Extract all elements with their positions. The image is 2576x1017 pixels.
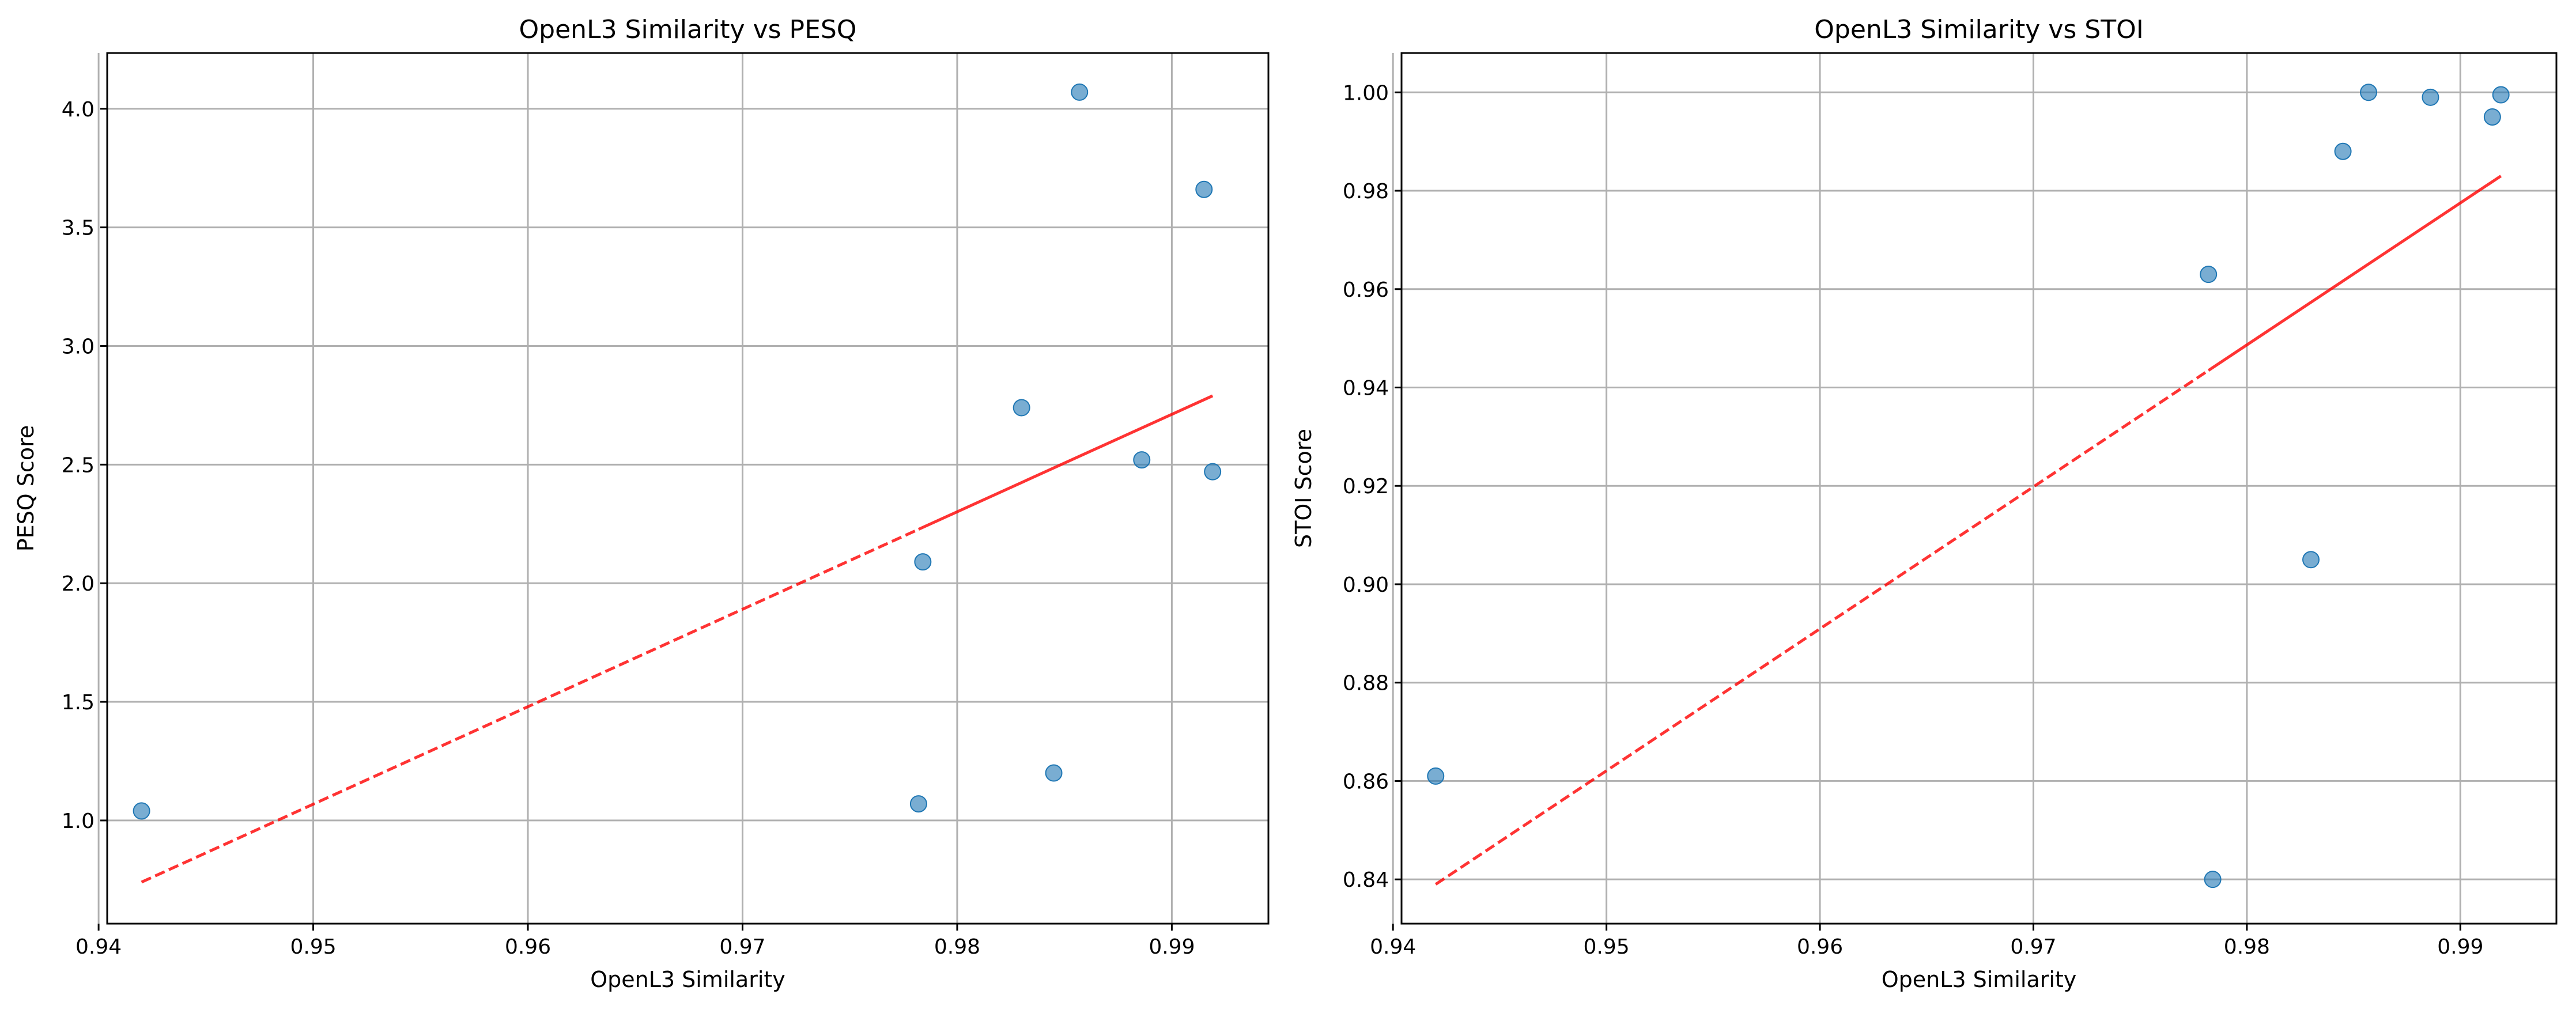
scatter-point — [914, 553, 932, 571]
x-tick-label: 0.99 — [1149, 935, 1195, 959]
scatter-point — [2204, 871, 2222, 889]
x-tick-label: 0.95 — [1584, 935, 1630, 959]
x-tick-label: 0.98 — [2224, 935, 2270, 959]
scatter-point — [2492, 86, 2510, 104]
scatter-point — [909, 795, 927, 813]
x-tick-label: 0.96 — [1797, 935, 1843, 959]
trend-line-solid — [917, 394, 1214, 531]
x-tick-label: 0.97 — [719, 935, 765, 959]
scatter-point — [1071, 83, 1089, 101]
scatter-point — [2483, 108, 2501, 126]
x-axis-label: OpenL3 Similarity — [1882, 967, 2077, 992]
y-tick-label: 0.88 — [1343, 672, 1389, 695]
scatter-point — [2200, 266, 2218, 283]
scatter-point — [1195, 180, 1213, 198]
y-tick-label: 0.94 — [1343, 376, 1389, 400]
scatter-point — [133, 802, 150, 820]
scatter-point — [1045, 764, 1063, 782]
chart-title: OpenL3 Similarity vs STOI — [1814, 15, 2143, 44]
x-tick-label: 0.98 — [934, 935, 980, 959]
scatter-point — [2334, 142, 2352, 160]
trend-line-dashed — [1434, 369, 2209, 886]
scatter-point — [2360, 84, 2378, 101]
y-tick-label: 1.00 — [1343, 81, 1389, 105]
y-tick-label: 0.92 — [1343, 475, 1389, 498]
y-tick-label: 2.5 — [62, 453, 95, 477]
y-tick-label: 0.98 — [1343, 180, 1389, 203]
y-tick-label: 1.5 — [62, 691, 95, 714]
y-axis-label: STOI Score — [1291, 429, 1316, 548]
y-tick-label: 4.0 — [62, 98, 95, 122]
axes-frame — [1400, 52, 2558, 925]
scatter-point — [1133, 451, 1151, 469]
scatter-point — [2422, 88, 2439, 106]
y-tick-label: 0.84 — [1343, 868, 1389, 892]
y-tick-label: 0.96 — [1343, 278, 1389, 302]
x-tick-label: 0.99 — [2437, 935, 2483, 959]
axes-frame — [106, 52, 1270, 925]
scatter-point — [1013, 399, 1030, 417]
y-axis-label: PESQ Score — [13, 425, 39, 551]
scatter-point — [2302, 551, 2320, 569]
x-tick-label: 0.94 — [1370, 935, 1416, 959]
scatter-point — [1204, 463, 1222, 481]
y-tick-label: 0.90 — [1343, 573, 1389, 597]
trend-line-solid — [2207, 175, 2502, 372]
x-axis-label: OpenL3 Similarity — [590, 967, 785, 992]
y-tick-label: 3.5 — [62, 217, 95, 240]
chart-title: OpenL3 Similarity vs PESQ — [519, 15, 857, 44]
y-tick-label: 0.86 — [1343, 770, 1389, 793]
x-tick-label: 0.95 — [290, 935, 336, 959]
y-tick-label: 2.0 — [62, 572, 95, 596]
y-tick-label: 1.0 — [62, 810, 95, 833]
chart-panel-2: 0.94 0.95 0.96 0.97 0.98 0.99 0.84 0.86 0.88 0.90… — [1291, 15, 2558, 992]
x-tick-label: 0.96 — [505, 935, 551, 959]
chart-panel-1: 0.94 0.95 0.96 0.97 0.98 0.99 1.0 1.5 2.0 2.5 3.0 3… — [13, 15, 1270, 992]
trend-line-dashed — [141, 528, 919, 884]
y-tick-label: 3.0 — [62, 335, 95, 358]
x-tick-label: 0.97 — [2010, 935, 2056, 959]
scatter-point — [1427, 767, 1445, 785]
x-tick-label: 0.94 — [75, 935, 122, 959]
